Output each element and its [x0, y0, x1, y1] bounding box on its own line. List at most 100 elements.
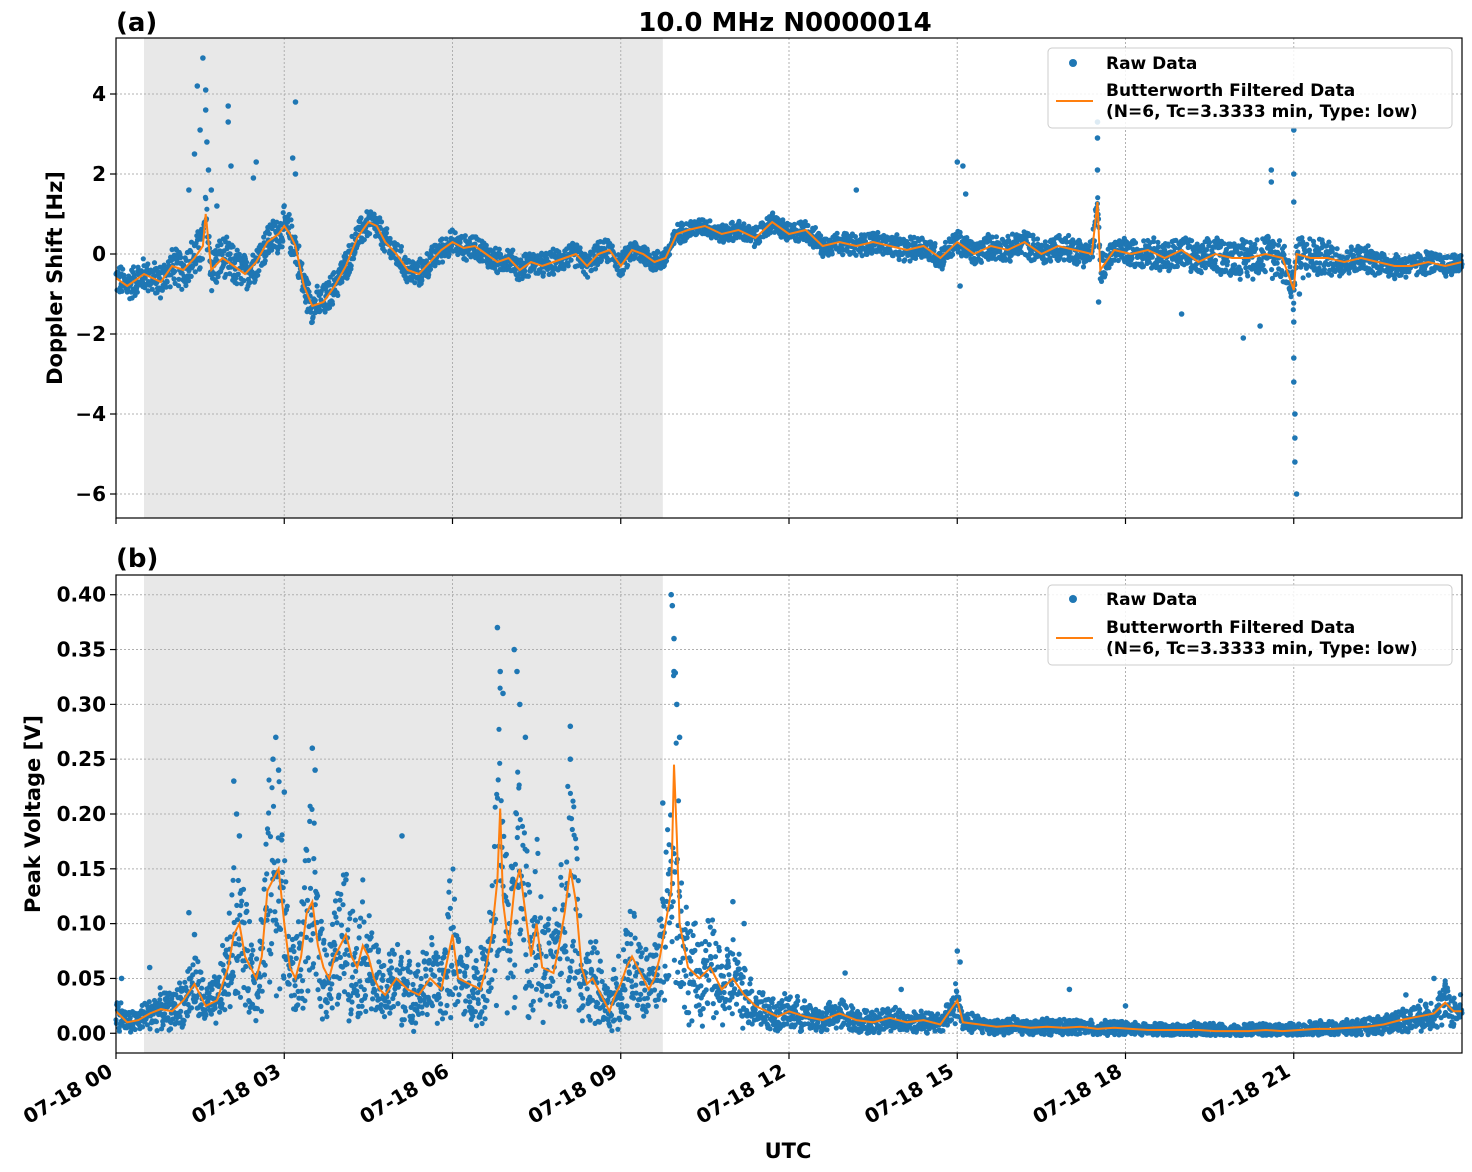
raw-data-point: [145, 261, 151, 267]
raw-data-point: [433, 242, 439, 248]
y-tick-label: −6: [75, 482, 106, 506]
raw-data-point: [157, 295, 164, 301]
raw-data-point: [250, 175, 257, 181]
raw-data-point: [241, 920, 247, 926]
raw-data-point: [517, 817, 523, 823]
raw-data-point: [1095, 299, 1102, 305]
raw-data-point: [1212, 257, 1219, 263]
raw-data-point: [256, 268, 262, 274]
raw-data-point: [140, 1024, 146, 1030]
raw-data-point: [960, 163, 966, 169]
raw-data-point: [415, 968, 421, 975]
raw-data-point: [398, 954, 404, 961]
raw-data-point: [116, 1028, 122, 1034]
raw-data-point: [438, 1001, 444, 1007]
raw-data-point: [318, 1003, 324, 1010]
raw-data-point: [1250, 276, 1256, 282]
raw-data-point: [533, 986, 540, 992]
raw-data-point: [1232, 262, 1238, 268]
raw-data-point: [950, 252, 956, 258]
raw-data-point: [1007, 258, 1013, 264]
y-tick-label: 4: [92, 82, 106, 106]
raw-data-point: [497, 760, 503, 766]
raw-data-point: [145, 288, 151, 294]
raw-data-point: [183, 282, 189, 289]
raw-data-point: [513, 919, 519, 925]
raw-data-point: [154, 1028, 160, 1034]
raw-data-point: [361, 987, 367, 993]
raw-data-point: [214, 279, 220, 285]
raw-data-point: [435, 954, 441, 960]
raw-data-point: [829, 251, 835, 257]
raw-data-point: [428, 967, 434, 973]
raw-data-point: [275, 858, 281, 864]
raw-data-point: [359, 1003, 365, 1009]
raw-data-point: [707, 218, 713, 224]
raw-data-point: [317, 307, 323, 313]
raw-data-point: [498, 798, 504, 804]
raw-data-point: [853, 187, 860, 193]
raw-data-point: [157, 985, 163, 991]
raw-data-point: [267, 908, 273, 914]
raw-data-point: [191, 151, 198, 157]
raw-data-point: [586, 958, 592, 964]
raw-data-point: [1403, 274, 1409, 280]
panel-b: 0.000.050.100.150.200.250.300.350.4007-1…: [19, 544, 1465, 1163]
raw-data-point: [329, 1005, 335, 1011]
raw-data-point: [423, 966, 429, 972]
raw-data-point: [1275, 242, 1281, 248]
raw-data-point: [405, 949, 411, 956]
raw-data-point: [398, 244, 404, 250]
raw-data-point: [319, 1016, 325, 1022]
raw-data-point: [296, 243, 302, 249]
raw-data-point: [372, 988, 378, 994]
raw-data-point: [249, 960, 255, 966]
raw-data-point: [280, 238, 286, 244]
raw-data-point: [261, 234, 267, 240]
raw-data-point: [160, 1022, 166, 1028]
raw-data-point: [1257, 323, 1263, 329]
raw-data-point: [305, 955, 311, 961]
raw-data-point: [275, 250, 281, 256]
raw-data-point: [209, 288, 215, 294]
raw-data-point: [213, 1020, 219, 1026]
raw-data-point: [278, 222, 284, 228]
raw-data-point: [475, 1000, 481, 1007]
raw-data-point: [230, 877, 236, 883]
raw-data-point: [550, 978, 556, 984]
raw-data-point: [313, 971, 319, 977]
raw-data-point: [1224, 258, 1231, 265]
raw-data-point: [383, 230, 389, 236]
raw-data-point: [350, 908, 356, 914]
raw-data-point: [309, 319, 315, 325]
raw-data-point: [298, 988, 305, 994]
raw-data-point: [443, 236, 449, 242]
raw-data-point: [272, 909, 278, 915]
raw-data-point: [395, 941, 401, 948]
raw-data-point: [1322, 270, 1328, 276]
raw-data-point: [331, 270, 337, 276]
raw-data-point: [308, 309, 314, 315]
raw-data-point: [203, 196, 209, 202]
raw-data-point: [571, 804, 577, 810]
raw-data-point: [537, 997, 543, 1003]
raw-data-point: [556, 922, 562, 928]
raw-data-point: [212, 1005, 218, 1011]
raw-data-point: [293, 955, 299, 962]
raw-data-point: [434, 1020, 440, 1026]
raw-data-point: [250, 947, 256, 953]
raw-data-point: [164, 279, 170, 285]
raw-data-point: [362, 955, 368, 961]
raw-data-point: [366, 913, 372, 919]
raw-data-point: [346, 1018, 352, 1024]
raw-data-point: [791, 221, 798, 227]
raw-data-point: [450, 991, 456, 998]
raw-data-point: [255, 272, 261, 278]
raw-data-point: [241, 278, 247, 284]
raw-data-point: [199, 985, 205, 991]
raw-data-point: [446, 889, 452, 895]
raw-data-point: [233, 275, 239, 281]
raw-data-point: [237, 912, 243, 918]
raw-data-point: [188, 239, 195, 245]
raw-data-point: [211, 271, 217, 277]
